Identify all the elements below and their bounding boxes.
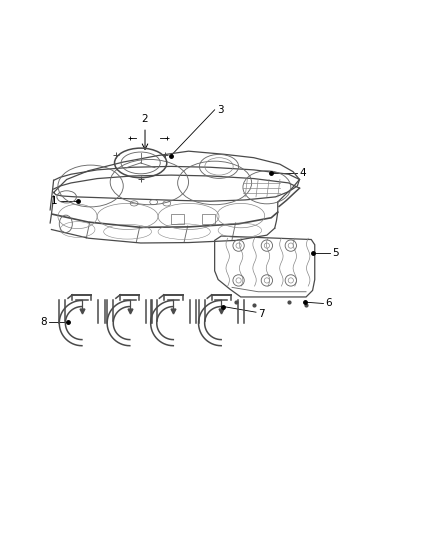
Text: 3: 3 — [217, 105, 223, 115]
Text: 5: 5 — [332, 247, 339, 257]
Text: 1: 1 — [50, 196, 57, 206]
Text: 7: 7 — [258, 309, 265, 319]
Text: 6: 6 — [325, 298, 332, 309]
Text: 4: 4 — [300, 168, 306, 178]
Text: 8: 8 — [40, 317, 47, 327]
Text: 2: 2 — [142, 114, 148, 124]
